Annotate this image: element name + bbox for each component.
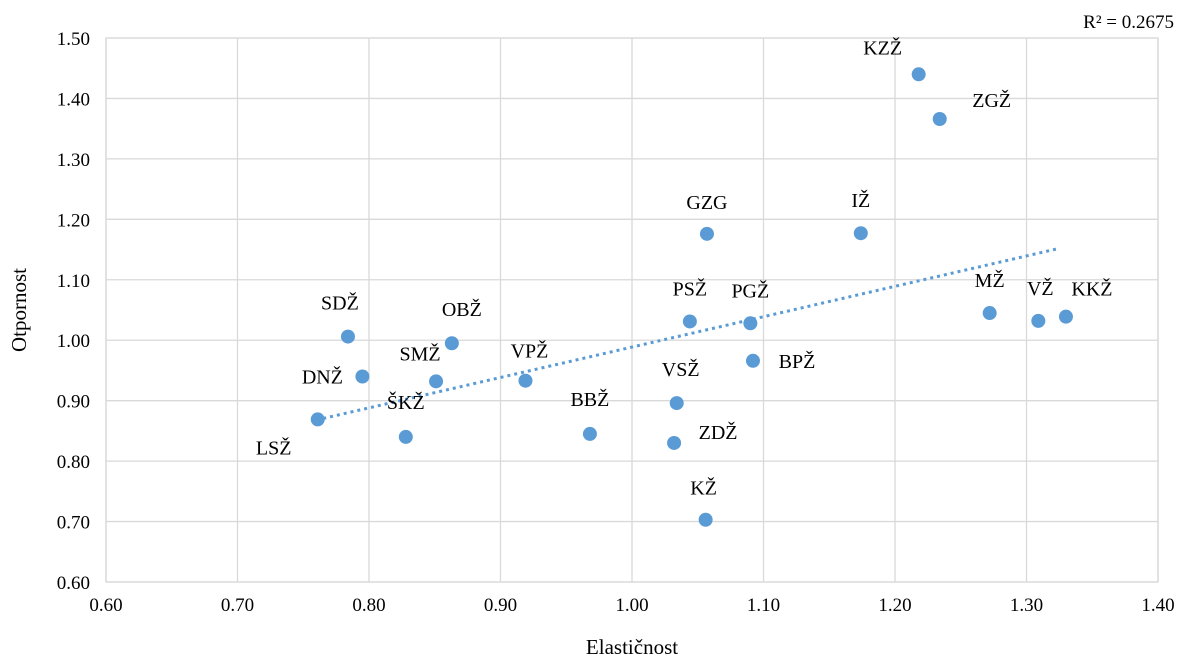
data-points [310,67,1073,527]
data-point [699,226,714,241]
point-label: SDŽ [321,292,359,315]
point-label: ŠKŽ [387,390,425,414]
point-label: VPŽ [511,340,549,363]
point-label: BPŽ [779,350,816,373]
data-point [444,336,459,351]
point-label: KŽ [690,477,717,500]
y-tick-label: 1.30 [57,150,90,171]
point-label: LSŽ [256,436,292,459]
data-point [982,306,997,321]
data-point [582,426,597,441]
point-label: GZG [686,192,727,214]
data-point [667,435,682,450]
point-label: MŽ [975,269,1005,292]
point-label: KZŽ [863,36,902,59]
y-tick-label: 0.70 [57,513,90,534]
data-point [932,111,947,126]
data-point [1058,309,1073,324]
x-tick-label: 1.30 [1010,595,1043,616]
y-tick-label: 1.50 [57,29,90,50]
y-tick-label: 0.60 [57,573,90,594]
y-tick-label: 1.00 [57,331,90,352]
x-tick-label: 1.40 [1141,595,1174,616]
data-point [429,374,444,389]
x-tick-label: 1.00 [615,595,648,616]
x-axis-title: Elastičnost [586,635,678,659]
data-point [911,67,926,82]
point-label: PGŽ [731,279,769,302]
x-tick-label: 1.10 [747,595,780,616]
data-point [1031,313,1046,328]
data-point [853,226,868,241]
gridlines [105,37,1159,583]
point-label: PSŽ [673,277,707,300]
trendline [316,246,1060,422]
axis-ticks: 0.60 0.70 0.80 0.90 1.00 1.10 1.20 1.30 1.40 0.60… [57,29,1175,616]
data-point [518,373,533,388]
data-point [669,396,684,411]
x-tick-label: 1.20 [878,595,911,616]
point-label: OBŽ [442,298,482,321]
y-axis-title: Otpornost [7,268,31,352]
x-tick-label: 0.90 [484,595,517,616]
data-point [682,314,697,329]
data-point [310,412,325,427]
y-tick-label: 1.40 [57,89,90,110]
point-label: SMŽ [400,342,441,365]
data-point [743,316,758,331]
data-point [398,429,413,444]
point-label: KKŽ [1071,278,1112,301]
x-tick-label: 0.70 [221,595,254,616]
point-label: BBŽ [570,388,609,411]
point-label: IŽ [851,189,870,212]
point-label: VŽ [1027,277,1054,300]
y-tick-label: 1.10 [57,271,90,292]
r-squared-label: R² = 0.2675 [1083,12,1174,33]
point-label: ZGŽ [972,89,1011,112]
point-label: DNŽ [302,365,343,388]
y-tick-label: 0.80 [57,452,90,473]
point-labels: KZŽ ZGŽ GZG IŽ MŽ VŽ KKŽ PSŽ PGŽ BPŽ SDŽ OBŽ DNŽ SMŽ V… [256,36,1113,499]
plot-area [105,37,1159,583]
point-label: VSŽ [662,358,700,381]
data-point [698,512,713,527]
point-label: ZDŽ [699,421,738,444]
data-point [355,369,370,384]
x-tick-label: 0.60 [89,595,122,616]
y-tick-label: 0.90 [57,392,90,413]
x-tick-label: 0.80 [352,595,385,616]
data-point [745,353,760,368]
y-tick-label: 1.20 [57,210,90,231]
data-point [340,329,355,344]
